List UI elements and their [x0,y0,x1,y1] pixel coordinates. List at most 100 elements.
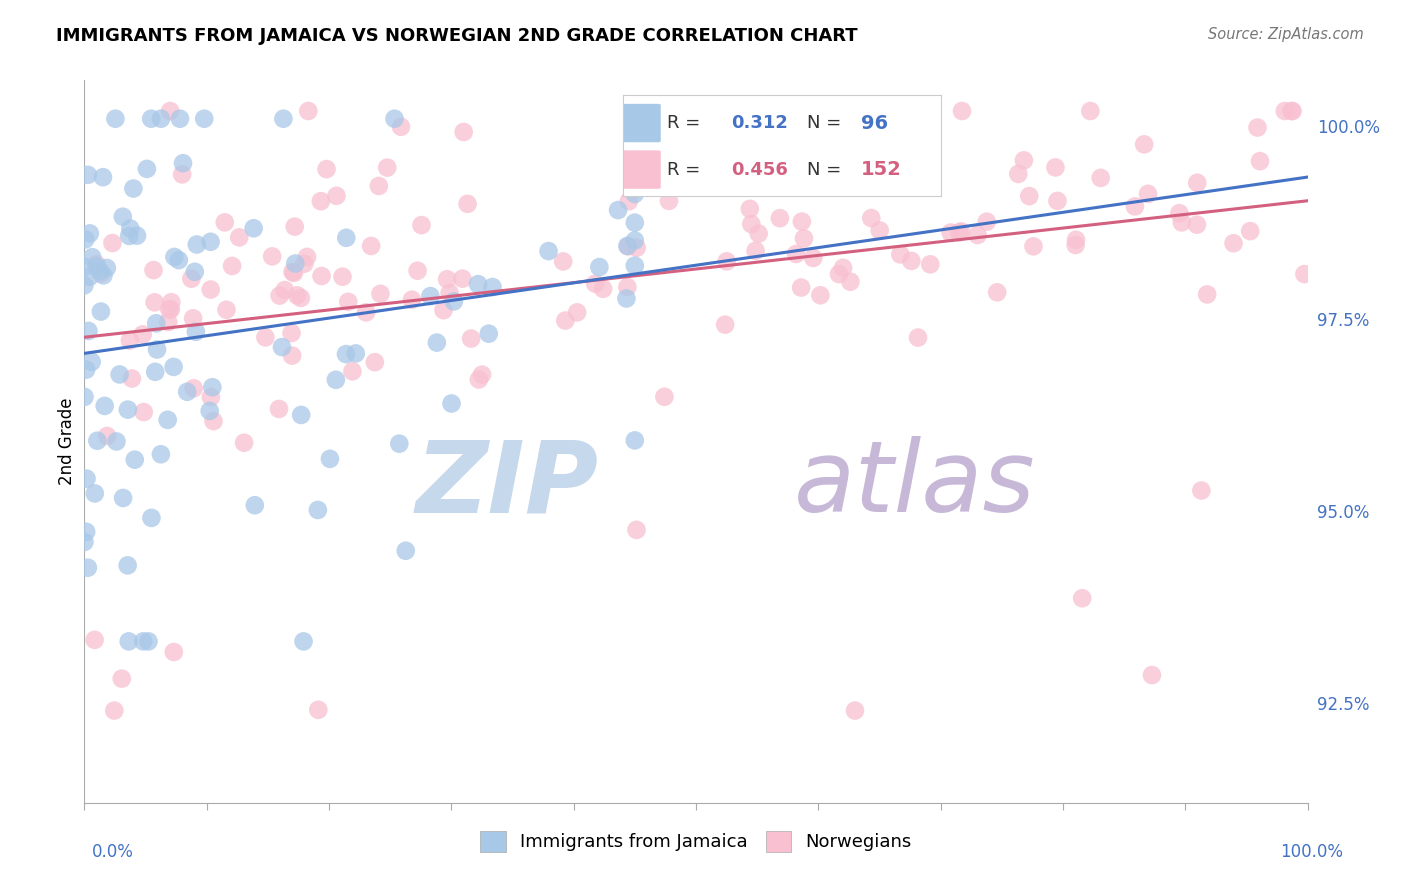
Point [122,181,145,195]
Point [828,267,851,281]
Point [1249,154,1271,169]
Point [375,161,398,175]
Point [200,390,222,404]
Point [335,231,357,245]
Point [1018,189,1040,203]
Point [481,280,503,294]
Point [281,349,304,363]
Point [176,384,198,399]
Point [624,434,647,448]
Point [453,125,475,139]
Point [200,283,222,297]
Point [790,214,813,228]
Point [269,288,291,302]
Point [79,227,101,241]
Point [553,254,575,268]
Point [718,103,741,118]
Point [440,396,463,410]
Point [156,413,179,427]
Point [617,194,640,209]
Point [221,259,243,273]
Point [83,486,105,500]
Point [101,235,124,250]
Point [443,294,465,309]
Point [138,634,160,648]
Point [337,294,360,309]
Point [125,228,148,243]
Point [800,120,823,134]
Point [118,334,141,348]
Point [554,313,576,327]
Point [159,103,181,118]
Point [436,272,458,286]
Point [880,164,903,178]
Point [785,247,807,261]
Point [281,265,304,279]
Point [1239,224,1261,238]
Point [273,112,295,126]
Point [537,244,560,259]
Point [467,277,489,292]
Point [83,632,105,647]
Point [1012,153,1035,168]
Point [426,335,449,350]
Point [1274,103,1296,118]
Point [748,227,770,241]
Point [354,305,377,319]
Point [364,355,387,369]
Point [583,277,606,291]
Point [1133,137,1156,152]
Point [193,112,215,126]
Point [77,168,100,182]
Point [160,295,183,310]
Point [1007,167,1029,181]
Point [118,228,141,243]
Point [1078,103,1101,118]
Point [1281,103,1303,118]
Point [274,283,297,297]
Point [73,260,96,274]
Point [186,237,208,252]
Point [292,257,315,271]
Point [565,305,588,319]
Point [292,634,315,648]
Point [141,511,163,525]
Point [839,275,862,289]
Point [1171,215,1194,229]
Point [75,362,97,376]
Point [233,435,256,450]
Point [285,288,308,302]
Point [1168,206,1191,220]
Point [389,120,412,134]
Point [86,434,108,448]
Point [280,326,302,340]
Point [370,286,392,301]
Point [626,241,648,255]
Point [132,634,155,648]
Point [214,215,236,229]
Point [432,303,454,318]
Point [91,170,114,185]
Point [290,408,312,422]
Point [157,315,180,329]
Point [184,265,207,279]
Point [75,524,97,539]
Point [889,247,911,261]
Point [332,269,354,284]
Point [624,186,647,201]
Point [388,436,411,450]
Text: Source: ZipAtlas.com: Source: ZipAtlas.com [1208,27,1364,42]
Point [120,221,142,235]
Point [616,239,638,253]
Point [626,523,648,537]
Point [105,434,128,449]
Point [157,302,180,317]
Point [419,289,441,303]
Point [200,235,222,249]
Point [1071,591,1094,606]
Point [900,254,922,268]
Point [1187,176,1209,190]
Point [307,503,329,517]
Point [103,704,125,718]
Point [588,260,610,274]
